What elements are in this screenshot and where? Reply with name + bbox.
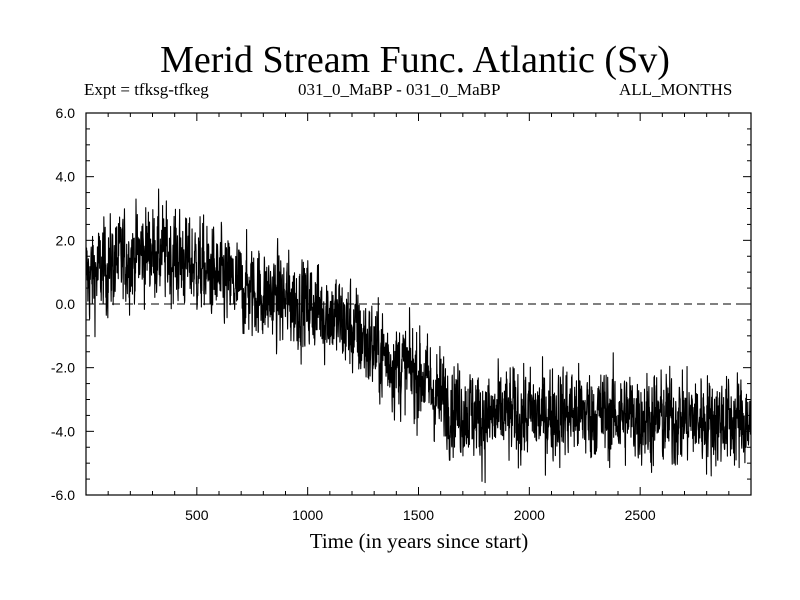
y-tick-label: 2.0 [56,232,76,248]
x-tick-label: 1000 [292,507,323,523]
x-tick-label: 2500 [625,507,656,523]
months-label: ALL_MONTHS [619,80,733,99]
series-line [85,188,752,484]
x-tick-label: 2000 [514,507,545,523]
y-tick-label: -4.0 [51,423,75,439]
x-axis-label: Time (in years since start) [310,529,529,553]
chart-title: Merid Stream Func. Atlantic (Sv) [160,39,670,81]
x-tick-label: 1500 [403,507,434,523]
y-tick-label: -6.0 [51,487,75,503]
experiment-label: Expt = tfksg-tfkeg [84,80,209,99]
y-tick-label: 6.0 [56,105,76,121]
x-tick-label: 500 [185,507,209,523]
period-label: 031_0_MaBP - 031_0_MaBP [298,80,501,99]
y-tick-label: 4.0 [56,169,76,185]
y-tick-label: -2.0 [51,360,75,376]
y-tick-label: 0.0 [56,296,76,312]
